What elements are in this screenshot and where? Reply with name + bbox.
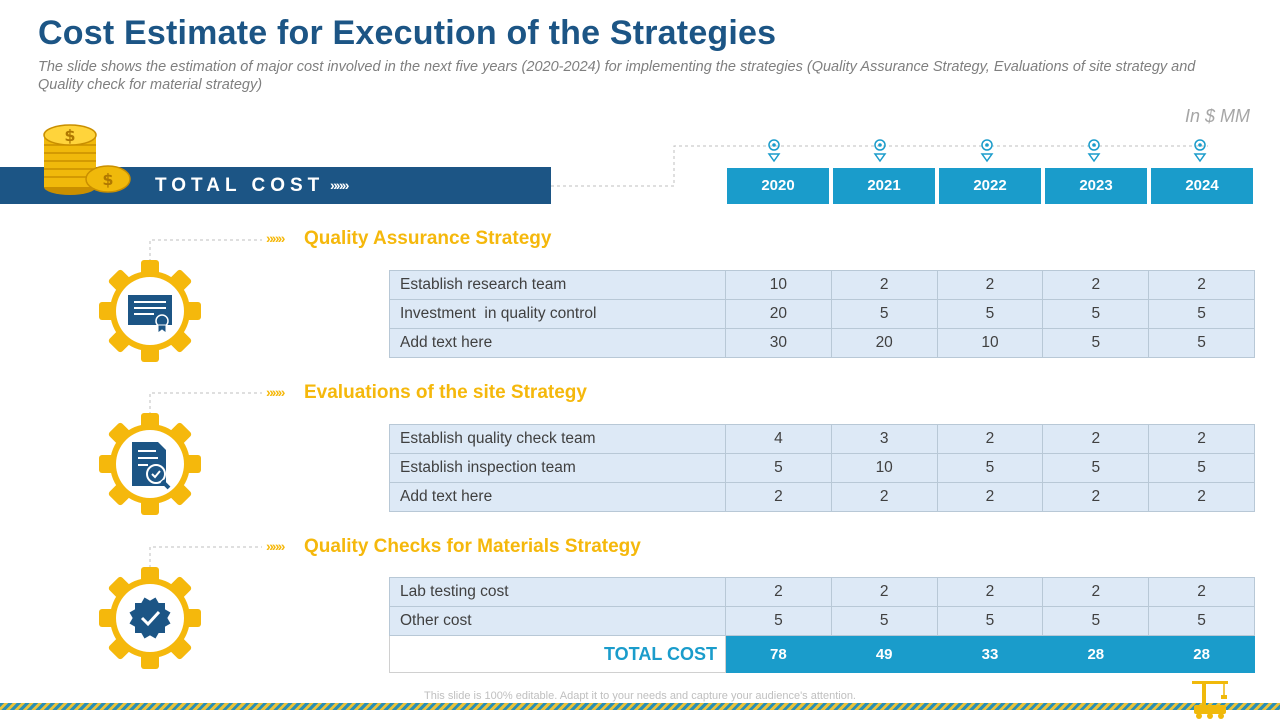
cell-value: 5 [725,606,832,636]
location-pin-icon [1193,139,1207,163]
chevrons-icon: »»» [266,384,285,400]
cell-value: 5 [1148,328,1255,358]
cell-value: 5 [830,606,938,636]
location-pin-icon [1087,139,1101,163]
table-row: Establish quality check team 4 3 2 2 2 [389,424,1255,454]
year-2024: 2024 [1151,168,1253,204]
cell-value: 5 [936,299,1044,329]
cost-table-materials-checks: Lab testing cost 2 2 2 2 2 Other cost 5 … [389,577,1255,673]
total-value: 78 [725,635,832,673]
cell-value: 5 [936,453,1044,483]
location-pin-icon [767,139,781,163]
cell-value: 2 [936,577,1044,607]
chevrons-icon: »»» [266,230,285,246]
cell-value: 2 [936,482,1044,512]
cell-value: 5 [1042,453,1150,483]
total-row: TOTAL COST 78 49 33 28 28 [389,635,1255,673]
row-label: Add text here [389,328,726,358]
cell-value: 5 [1148,453,1255,483]
row-label: Establish research team [389,270,726,300]
svg-text:$: $ [64,126,75,145]
cell-value: 20 [725,299,832,329]
cell-value: 4 [725,424,832,454]
table-row: Establish inspection team 5 10 5 5 5 [389,453,1255,483]
document-inspection-icon [99,413,201,515]
cell-value: 20 [830,328,938,358]
row-label: Establish inspection team [389,453,726,483]
total-value: 28 [1148,635,1255,673]
cell-value: 5 [1148,299,1255,329]
cell-value: 5 [830,299,938,329]
cell-value: 3 [830,424,938,454]
cell-value: 2 [1042,270,1150,300]
total-value: 33 [936,635,1044,673]
cell-value: 2 [1042,482,1150,512]
page-subtitle: The slide shows the estimation of major … [38,59,1196,93]
location-pin-icon [873,139,887,163]
row-label: Investment in quality control [389,299,726,329]
year-2021: 2021 [833,168,935,204]
year-header: 2020 2021 2022 2023 2024 [727,168,1253,204]
cell-value: 2 [830,577,938,607]
total-row-label: TOTAL COST [389,635,726,673]
unit-label: In $ MM [1184,106,1250,126]
row-label: Lab testing cost [389,577,726,607]
year-2023: 2023 [1045,168,1147,204]
section-heading-materials-checks: Quality Checks for Materials Strategy [304,536,641,557]
cell-value: 5 [1042,299,1150,329]
cell-value: 5 [1042,606,1150,636]
cell-value: 5 [1148,606,1255,636]
chevrons-icon: »»» [330,177,349,193]
cell-value: 5 [1042,328,1150,358]
cell-value: 2 [725,577,832,607]
section-heading-site-evaluation: Evaluations of the site Strategy [304,382,587,403]
year-2020: 2020 [727,168,829,204]
cell-value: 5 [725,453,832,483]
cell-value: 10 [830,453,938,483]
svg-text:$: $ [102,170,113,189]
page-title: Cost Estimate for Execution of the Strat… [38,14,777,52]
table-row: Add text here 2 2 2 2 2 [389,482,1255,512]
cell-value: 2 [725,482,832,512]
cell-value: 2 [1042,424,1150,454]
total-cost-banner-label: TOTAL COST [155,175,325,196]
total-value: 49 [830,635,938,673]
table-row: Establish research team 10 2 2 2 2 [389,270,1255,300]
cell-value: 2 [1148,270,1255,300]
cell-value: 2 [1042,577,1150,607]
footer-note: This slide is 100% editable. Adapt it to… [424,690,856,702]
chevrons-icon: »»» [266,538,285,554]
cell-value: 5 [936,606,1044,636]
row-label: Establish quality check team [389,424,726,454]
cell-value: 10 [725,270,832,300]
certificate-icon [99,260,201,362]
cell-value: 2 [830,482,938,512]
table-row: Investment in quality control 20 5 5 5 5 [389,299,1255,329]
construction-crane-icon [1192,681,1228,719]
cell-value: 2 [936,270,1044,300]
table-row: Other cost 5 5 5 5 5 [389,606,1255,636]
total-value: 28 [1042,635,1150,673]
footer-stripe [0,703,1280,710]
table-row: Add text here 30 20 10 5 5 [389,328,1255,358]
table-row: Lab testing cost 2 2 2 2 2 [389,577,1255,607]
cell-value: 2 [936,424,1044,454]
row-label: Other cost [389,606,726,636]
cell-value: 30 [725,328,832,358]
section-heading-quality-assurance: Quality Assurance Strategy [304,228,552,249]
row-label: Add text here [389,482,726,512]
year-2022: 2022 [939,168,1041,204]
cost-table-site-evaluation: Establish quality check team 4 3 2 2 2 E… [389,424,1255,512]
cost-table-quality-assurance: Establish research team 10 2 2 2 2 Inves… [389,270,1255,358]
verified-badge-icon [99,567,201,669]
location-pin-icon [980,139,994,163]
cell-value: 2 [1148,424,1255,454]
cell-value: 10 [936,328,1044,358]
cell-value: 2 [830,270,938,300]
coin-stack-icon: $ $ [43,124,131,195]
cell-value: 2 [1148,577,1255,607]
cell-value: 2 [1148,482,1255,512]
